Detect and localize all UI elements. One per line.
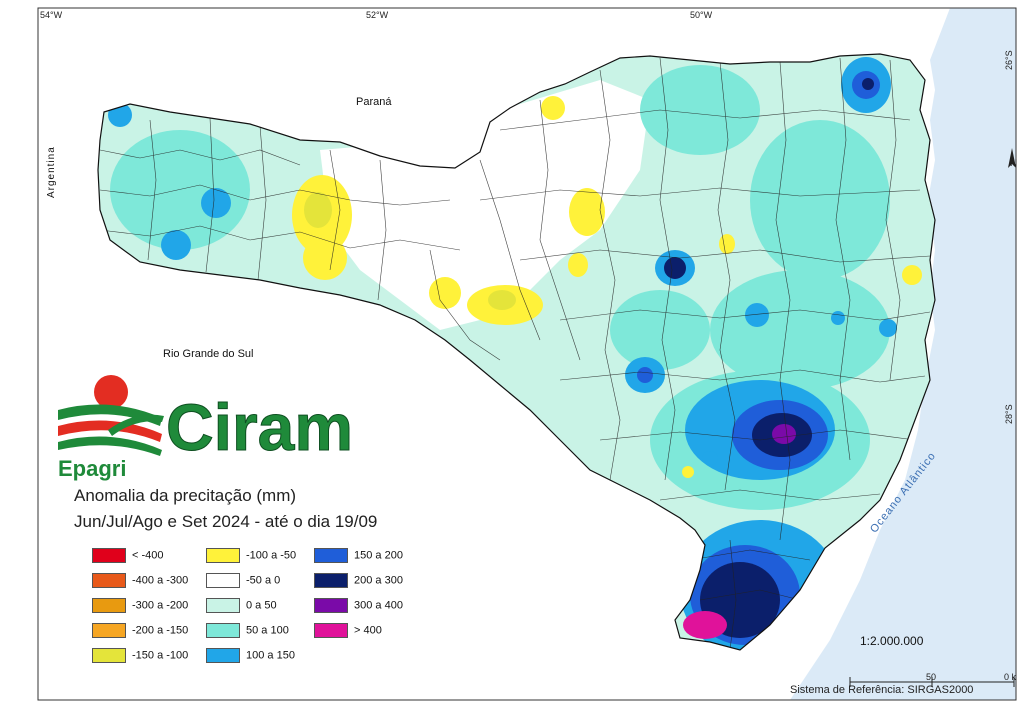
legend-item: 300 a 400 xyxy=(314,598,403,614)
lat-tick-26: 26°S xyxy=(1004,50,1014,70)
north-arrow xyxy=(1008,148,1016,168)
legend-swatch xyxy=(206,648,240,663)
north-label: N xyxy=(1010,158,1018,169)
legend-swatch xyxy=(314,598,348,613)
legend-item: -300 a -200 xyxy=(92,598,188,614)
state-boundary xyxy=(97,53,936,651)
legend-item: 50 a 100 xyxy=(206,623,289,639)
map-title: Anomalia da precitação (mm) xyxy=(74,486,297,505)
scale-end-label: 0 k xyxy=(1004,672,1017,682)
legend-swatch xyxy=(206,598,240,613)
scale-mid-label: 50 xyxy=(926,672,937,682)
legend-swatch xyxy=(92,548,126,563)
ocean xyxy=(790,8,1016,700)
lon-tick-52: 52°W xyxy=(366,10,389,20)
legend-item: -100 a -50 xyxy=(206,548,296,564)
region-rio-grande-do-sul: Rio Grande do Sul xyxy=(163,348,254,360)
region-argentina: Argentina xyxy=(46,146,57,198)
map-frame xyxy=(37,7,1017,701)
legend-swatch xyxy=(314,623,348,638)
legend-item: -50 a 0 xyxy=(206,573,280,589)
legend-swatch xyxy=(92,648,126,663)
legend-item: 150 a 200 xyxy=(314,548,403,564)
lat-tick-28: 28°S xyxy=(1004,404,1014,424)
legend-item: < -400 xyxy=(92,548,164,564)
legend-swatch xyxy=(206,623,240,638)
legend-item: -150 a -100 xyxy=(92,648,188,664)
logo-org: Epagri xyxy=(58,456,126,481)
reference-system: Sistema de Referência: SIRGAS2000 xyxy=(790,684,974,696)
legend-swatch xyxy=(206,573,240,588)
legend-swatch xyxy=(314,548,348,563)
legend-swatch xyxy=(92,573,126,588)
ciram-logo: Ciram Epagri xyxy=(58,375,354,481)
legend-item: -400 a -300 xyxy=(92,573,188,589)
logo-name: Ciram xyxy=(166,390,353,464)
scale-bar xyxy=(849,677,1015,687)
legend-swatch xyxy=(92,598,126,613)
lon-tick-54: 54°W xyxy=(40,10,63,20)
legend-swatch xyxy=(314,573,348,588)
map-subtitle: Jun/Jul/Ago e Set 2024 - até o dia 19/09 xyxy=(74,512,378,531)
region-parana: Paraná xyxy=(356,96,392,108)
lon-tick-50: 50°W xyxy=(690,10,713,20)
legend-item: > 400 xyxy=(314,623,382,639)
legend-item: -200 a -150 xyxy=(92,623,188,639)
legend-swatch xyxy=(92,623,126,638)
legend-item: 100 a 150 xyxy=(206,648,295,664)
legend-swatch xyxy=(206,548,240,563)
legend-item: 0 a 50 xyxy=(206,598,277,614)
legend-item: 200 a 300 xyxy=(314,573,403,589)
scale-text: 1:2.000.000 xyxy=(860,634,924,648)
